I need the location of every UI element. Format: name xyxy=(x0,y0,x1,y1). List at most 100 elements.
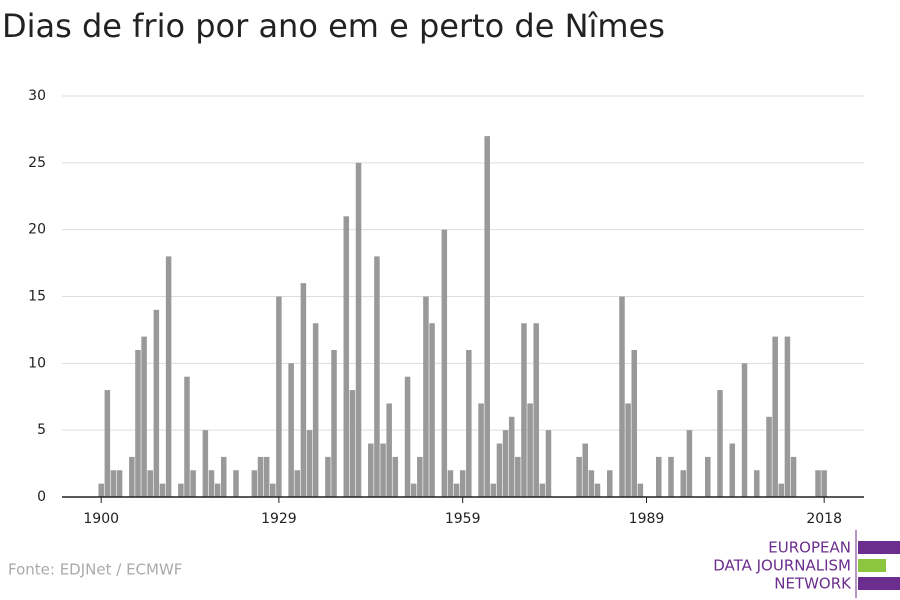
bar xyxy=(386,403,392,497)
bar xyxy=(116,470,123,497)
bar xyxy=(466,349,472,497)
bar xyxy=(502,430,509,497)
bar xyxy=(447,470,454,497)
bar xyxy=(270,483,276,497)
bar xyxy=(588,470,595,497)
bar xyxy=(490,483,497,497)
logo-bar xyxy=(858,541,900,554)
bar xyxy=(190,470,196,497)
bar xyxy=(821,470,827,497)
bar xyxy=(625,403,631,497)
bar xyxy=(331,349,337,497)
bar xyxy=(515,456,521,497)
bar xyxy=(741,363,748,497)
bar xyxy=(153,309,160,497)
bar xyxy=(631,349,638,497)
bar xyxy=(300,283,307,497)
bar xyxy=(766,416,772,497)
bar xyxy=(294,470,301,497)
bar xyxy=(453,483,460,497)
y-tick-label: 20 xyxy=(28,222,46,238)
bar xyxy=(533,323,539,497)
bar xyxy=(521,323,527,497)
bar xyxy=(288,363,294,497)
source: Fonte: EDJNet / ECMWF xyxy=(8,561,182,579)
bar xyxy=(717,390,723,497)
y-tick-label: 30 xyxy=(28,88,46,104)
bar xyxy=(496,443,503,497)
bar xyxy=(178,483,184,497)
bar xyxy=(668,456,674,497)
bar xyxy=(233,470,239,497)
bar xyxy=(98,483,104,497)
bar xyxy=(429,323,435,497)
x-tick-label: 1989 xyxy=(629,511,665,527)
bar xyxy=(220,456,227,497)
bar xyxy=(680,470,687,497)
bar xyxy=(772,336,778,497)
logo-bar xyxy=(858,559,886,572)
bar xyxy=(380,443,386,497)
bar xyxy=(655,456,662,497)
bar xyxy=(306,430,313,497)
bar xyxy=(110,470,117,497)
logo: EUROPEAN DATA JOURNALISM NETWORK xyxy=(713,530,900,598)
bar xyxy=(368,443,374,497)
y-tick-label: 15 xyxy=(28,289,46,305)
bar xyxy=(104,390,111,497)
bar xyxy=(312,323,319,497)
logo-text: EUROPEAN xyxy=(768,539,851,557)
bar xyxy=(355,162,362,498)
bar xyxy=(729,443,736,497)
bar xyxy=(441,229,448,497)
bar xyxy=(484,136,490,497)
bar xyxy=(349,390,356,497)
bar xyxy=(606,470,613,497)
bar xyxy=(815,470,821,497)
bar xyxy=(135,349,141,497)
bar xyxy=(263,456,270,497)
bar xyxy=(165,256,172,497)
bar xyxy=(594,483,601,497)
x-tick-label: 1900 xyxy=(83,511,119,527)
bar xyxy=(686,430,693,497)
chart-title: Dias de frio por ano em e perto de Nîmes xyxy=(2,7,665,45)
bar xyxy=(374,256,380,497)
bar xyxy=(754,470,760,497)
bar xyxy=(404,376,411,497)
bar xyxy=(545,430,552,497)
bar xyxy=(637,483,644,497)
bar xyxy=(619,296,625,497)
bar xyxy=(202,430,209,497)
bar xyxy=(784,336,791,497)
bar xyxy=(478,403,484,497)
bar xyxy=(392,456,399,497)
bar xyxy=(325,456,331,497)
bar xyxy=(184,376,190,497)
bar xyxy=(576,456,582,497)
bar xyxy=(141,336,147,497)
bar xyxy=(251,470,258,497)
x-tick-label: 2018 xyxy=(806,511,842,527)
bar xyxy=(508,416,515,497)
bar xyxy=(276,296,282,497)
bar xyxy=(790,456,797,497)
bar xyxy=(147,470,153,497)
bar xyxy=(208,470,215,497)
y-tick-label: 5 xyxy=(37,422,46,438)
bar xyxy=(539,483,546,497)
y-tick-label: 10 xyxy=(28,355,46,371)
bar xyxy=(214,483,221,497)
y-tick-label: 25 xyxy=(28,155,46,171)
bar xyxy=(705,456,711,497)
bar xyxy=(129,456,135,497)
x-tick-label: 1959 xyxy=(445,511,481,527)
x-tick-label: 1929 xyxy=(261,511,297,527)
bar xyxy=(257,456,264,497)
y-tick-label: 0 xyxy=(37,489,46,505)
bar xyxy=(459,470,466,497)
bar xyxy=(417,456,423,497)
bar xyxy=(527,403,533,497)
bar xyxy=(159,483,166,497)
